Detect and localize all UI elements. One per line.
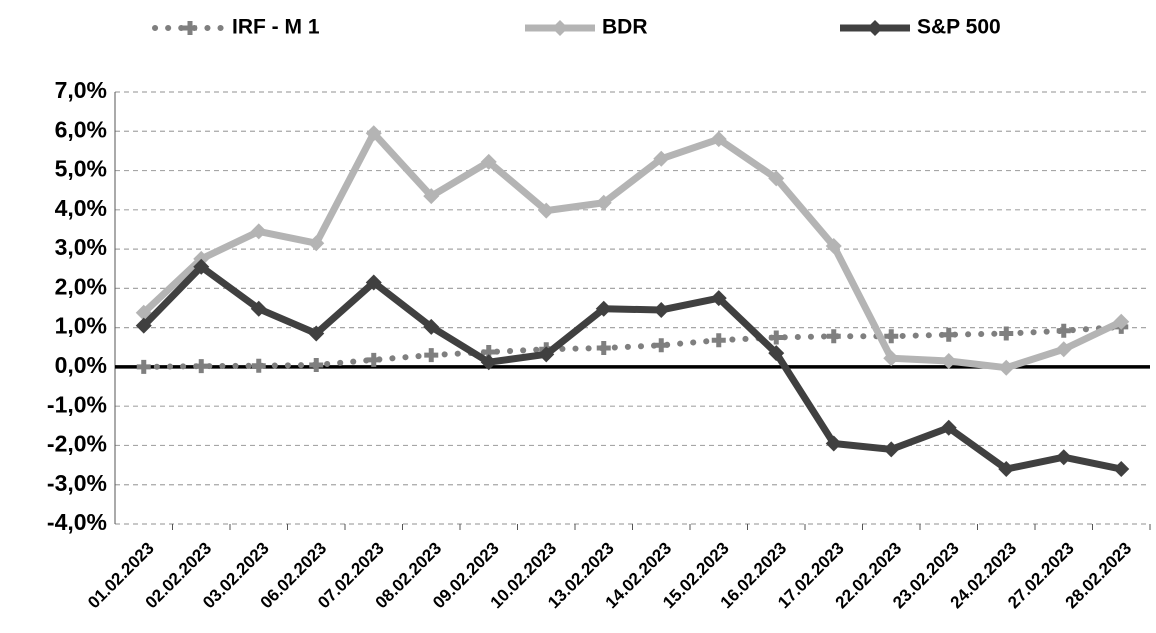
- data-point: [825, 237, 842, 254]
- data-point: [940, 419, 957, 436]
- data-point: [769, 330, 784, 345]
- data-point: [595, 194, 612, 211]
- y-tick-label: -2,0%: [47, 431, 107, 457]
- data-point: [250, 223, 267, 240]
- data-point: [998, 461, 1015, 478]
- data-point: [308, 325, 325, 342]
- data-point: [825, 435, 842, 452]
- data-point: [481, 344, 496, 359]
- y-tick-label: 5,0%: [55, 156, 107, 182]
- data-point: [480, 153, 497, 170]
- y-tick-label: -3,0%: [47, 470, 107, 496]
- data-point: [194, 359, 209, 374]
- y-tick-label: 2,0%: [55, 273, 107, 299]
- legend-label: S&P 500: [917, 16, 1001, 39]
- data-point: [136, 359, 151, 374]
- data-point: [366, 352, 381, 367]
- data-point: [480, 354, 497, 371]
- data-point: [423, 188, 440, 205]
- data-point: [135, 317, 152, 334]
- data-point: [998, 359, 1015, 376]
- data-point: [1113, 461, 1130, 478]
- y-tick-label: 7,0%: [55, 77, 107, 103]
- data-point: [940, 353, 957, 370]
- y-tick-label: -4,0%: [47, 509, 107, 535]
- legend-label: BDR: [602, 16, 648, 39]
- series-line: [141, 129, 1123, 372]
- y-tick-label: 3,0%: [55, 234, 107, 260]
- data-point: [883, 350, 900, 367]
- data-point: [1055, 449, 1072, 466]
- y-tick-label: 4,0%: [55, 195, 107, 221]
- data-point: [538, 346, 555, 363]
- data-point: [826, 329, 841, 344]
- data-point: [1056, 323, 1071, 338]
- data-point: [653, 150, 670, 167]
- data-point: [193, 258, 210, 275]
- data-point: [309, 357, 324, 372]
- legend-marker: [552, 20, 568, 36]
- y-tick-label: 1,0%: [55, 313, 107, 339]
- data-point: [710, 131, 727, 148]
- y-tick-label: 6,0%: [55, 116, 107, 142]
- legend-marker: [867, 20, 883, 36]
- data-point: [1055, 341, 1072, 358]
- data-point: [653, 301, 670, 318]
- data-point: [768, 345, 785, 362]
- data-point: [768, 170, 785, 187]
- data-point: [711, 333, 726, 348]
- data-point: [883, 441, 900, 458]
- data-point: [424, 348, 439, 363]
- data-point: [595, 300, 612, 317]
- data-point: [654, 338, 669, 353]
- data-point: [250, 300, 267, 317]
- data-point: [999, 326, 1014, 341]
- data-point: [1113, 313, 1130, 330]
- legend-marker: [183, 21, 197, 35]
- y-tick-label: -1,0%: [47, 391, 107, 417]
- data-point: [884, 329, 899, 344]
- data-point: [251, 358, 266, 373]
- data-point: [941, 327, 956, 342]
- series-line: [141, 263, 1122, 473]
- data-point: [596, 341, 611, 356]
- legend-label: IRF - M 1: [232, 16, 320, 39]
- data-point: [365, 274, 382, 291]
- data-point: [710, 290, 727, 307]
- data-point: [365, 125, 382, 142]
- data-point: [538, 202, 555, 219]
- data-point: [423, 318, 440, 335]
- y-tick-label: 0,0%: [55, 352, 107, 378]
- data-point: [308, 235, 325, 252]
